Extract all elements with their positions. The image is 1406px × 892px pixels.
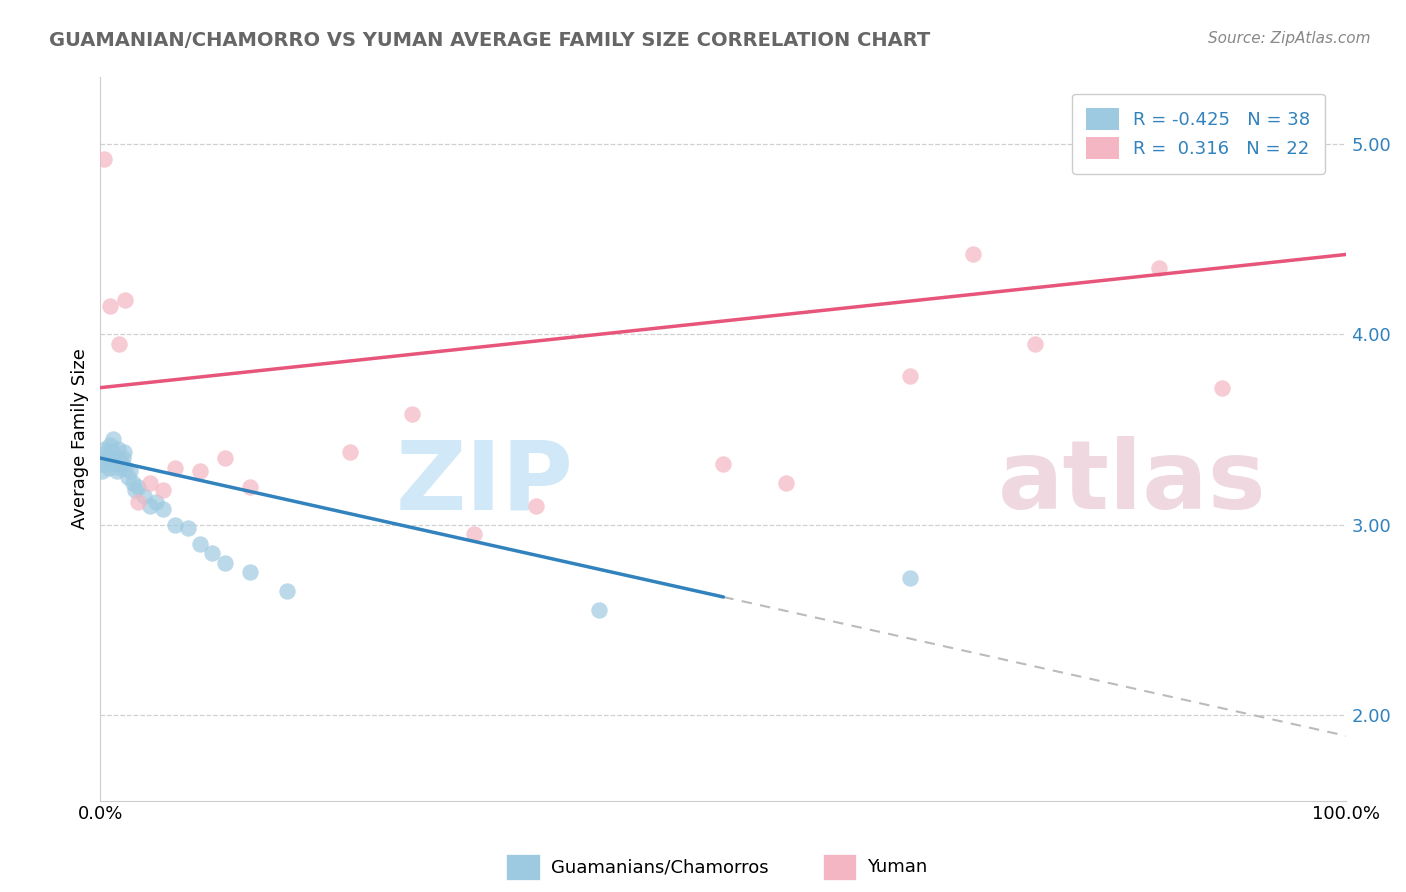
Text: ZIP: ZIP: [396, 436, 574, 529]
Point: [152, 502, 174, 516]
Point: [152, 483, 174, 498]
Point: [112, 445, 135, 459]
Point: [201, 546, 224, 560]
Point: [165, 517, 187, 532]
Point: [97, 451, 120, 466]
Point: [103, 457, 125, 471]
Y-axis label: Average Family Size: Average Family Size: [72, 349, 89, 530]
Text: GUAMANIAN/CHAMORRO VS YUMAN AVERAGE FAMILY SIZE CORRELATION CHART: GUAMANIAN/CHAMORRO VS YUMAN AVERAGE FAMI…: [49, 31, 931, 50]
Point: [711, 457, 734, 471]
Point: [339, 445, 361, 459]
Point: [526, 499, 548, 513]
Point: [1149, 260, 1171, 275]
Point: [100, 445, 122, 459]
Point: [108, 337, 131, 351]
Text: Guamanians/Chamorros: Guamanians/Chamorros: [551, 858, 769, 876]
Point: [121, 475, 143, 490]
Point: [98, 299, 121, 313]
Point: [775, 475, 797, 490]
Point: [132, 489, 155, 503]
Point: [145, 495, 167, 509]
Point: [188, 537, 211, 551]
Legend: R = -0.425   N = 38, R =  0.316   N = 22: R = -0.425 N = 38, R = 0.316 N = 22: [1071, 94, 1324, 174]
Point: [96, 445, 118, 459]
Point: [127, 480, 149, 494]
Point: [239, 566, 262, 580]
Point: [139, 475, 162, 490]
Point: [276, 584, 298, 599]
Point: [401, 407, 423, 421]
Point: [1211, 381, 1233, 395]
Point: [110, 460, 132, 475]
Point: [962, 247, 984, 261]
Point: [239, 480, 262, 494]
Point: [1024, 337, 1046, 351]
Point: [898, 571, 921, 585]
Point: [94, 442, 117, 456]
Point: [898, 369, 921, 384]
Text: Yuman: Yuman: [868, 858, 928, 876]
Point: [93, 451, 115, 466]
Point: [120, 464, 142, 478]
Point: [124, 483, 146, 498]
Point: [188, 464, 211, 478]
Point: [108, 451, 131, 466]
Point: [117, 470, 139, 484]
Point: [110, 457, 132, 471]
Point: [127, 495, 149, 509]
Point: [111, 451, 134, 466]
Point: [93, 153, 115, 167]
Point: [214, 451, 236, 466]
Point: [91, 457, 114, 471]
Text: Source: ZipAtlas.com: Source: ZipAtlas.com: [1208, 31, 1371, 46]
Point: [588, 603, 610, 617]
Point: [90, 464, 112, 478]
Point: [98, 438, 121, 452]
Point: [463, 527, 485, 541]
Point: [105, 464, 128, 478]
Point: [104, 451, 127, 466]
Point: [165, 460, 187, 475]
Text: atlas: atlas: [997, 436, 1267, 529]
Point: [98, 460, 121, 475]
Point: [114, 293, 136, 307]
Point: [139, 499, 162, 513]
Point: [214, 556, 236, 570]
Point: [114, 460, 136, 475]
Point: [107, 442, 129, 456]
Point: [176, 521, 198, 535]
Point: [101, 432, 124, 446]
